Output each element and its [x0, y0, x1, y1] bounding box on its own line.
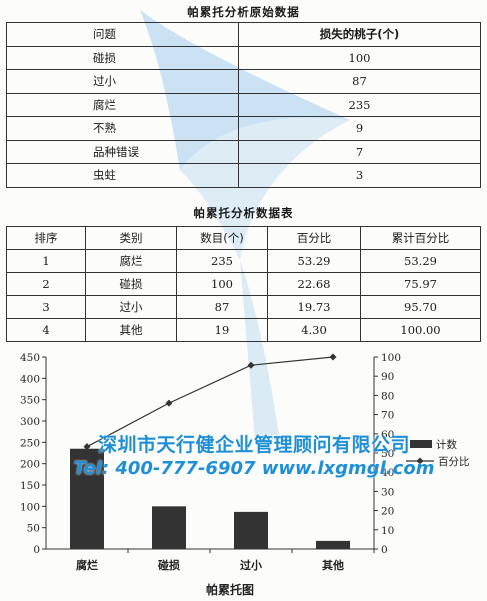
count-cell: 7: [238, 139, 481, 164]
left-tick-label: 150: [20, 480, 40, 492]
watermark-company-name: 深圳市天行健企业管理顾问有限公司: [97, 434, 410, 456]
problem-cell: 不熟: [6, 116, 239, 141]
table-row: 4 其他 19 4.30 100.00: [6, 318, 481, 342]
cumulative-cell: 75.97: [360, 272, 481, 296]
problem-cell: 碰损: [6, 45, 239, 70]
bar-3: [234, 511, 268, 549]
left-tick-label: 300: [20, 416, 40, 428]
percent-cell: 19.73: [267, 295, 361, 319]
header-problem: 问题: [6, 22, 239, 47]
count-cell: 87: [176, 295, 268, 319]
category-cell: 碰损: [85, 272, 177, 296]
watermark-contact: Tel: 400-777-6907 www.lxgmgl.com: [73, 458, 435, 479]
category-label: 其他: [322, 558, 344, 572]
table-row: 不熟 9: [6, 116, 481, 141]
bar-4: [316, 540, 350, 549]
right-tick-label: 70: [381, 410, 394, 422]
problem-cell: 腐烂: [6, 92, 239, 117]
left-tick-label: 100: [20, 501, 40, 513]
left-tick-label: 0: [33, 544, 40, 556]
header-category: 类别: [85, 226, 177, 250]
count-cell: 100: [176, 272, 268, 296]
table-row: 3 过小 87 19.73 95.70: [6, 295, 481, 319]
right-tick-label: 50: [381, 448, 394, 460]
category-cell: 过小: [85, 295, 177, 319]
line-point-2: [165, 399, 173, 407]
left-tick-label: 200: [20, 459, 40, 471]
left-tick-label: 350: [20, 395, 40, 407]
category-label: 碰损: [158, 558, 180, 572]
table-row: 碰损 100: [6, 45, 481, 70]
rank-cell: 1: [6, 249, 86, 273]
table-header-row: 问题 损失的桃子(个): [6, 22, 481, 47]
right-tick-label: 30: [381, 486, 394, 498]
count-cell: 235: [238, 92, 481, 117]
count-cell: 87: [238, 69, 481, 94]
raw-data-title: 帕累托分析原始数据: [187, 5, 300, 19]
pareto-chart: 0 50 100 150 200 250 300 350 400 450 0 10 20 30 40 50 60…: [20, 352, 470, 597]
table-row: 2 碰损 100 22.68 75.97: [6, 272, 481, 296]
chart-title: 帕累托图: [206, 582, 254, 597]
cumulative-percent-line: [86, 356, 334, 448]
percent-cell: 22.68: [267, 272, 361, 296]
table-header-row: 排序 类别 数目(个) 百分比 累计百分比: [6, 226, 481, 250]
left-tick-label: 50: [27, 523, 40, 535]
table-row: 品种错误 7: [6, 139, 481, 164]
legend-bar-swatch: [410, 440, 432, 448]
pareto-table-title: 帕累托分析数据表: [193, 206, 294, 220]
percent-cell: 53.29: [267, 249, 361, 273]
table-row: 虫蛀 3: [6, 163, 481, 188]
header-count: 数目(个): [176, 226, 268, 250]
count-cell: 235: [176, 249, 268, 273]
raw-data-table: 问题 损失的桃子(个) 碰损 100 过小 87 腐烂 235 不熟 9 品种错误 7 虫…: [6, 22, 481, 188]
problem-cell: 品种错误: [6, 139, 239, 164]
cumulative-cell: 95.70: [360, 295, 481, 319]
left-tick-label: 450: [20, 352, 40, 364]
right-tick-label: 10: [381, 525, 394, 537]
bar-1: [70, 448, 104, 549]
rank-cell: 4: [6, 318, 86, 342]
cumulative-cell: 100.00: [360, 318, 481, 342]
left-tick-label: 400: [20, 373, 40, 385]
rank-cell: 2: [6, 272, 86, 296]
header-cumulative-percent: 累计百分比: [360, 226, 481, 250]
cumulative-cell: 53.29: [360, 249, 481, 273]
bar-2: [152, 506, 186, 549]
right-tick-label: 90: [381, 371, 394, 383]
line-point-1: [83, 443, 91, 451]
category-label: 过小: [240, 558, 262, 572]
right-tick-label: 80: [381, 390, 394, 402]
category-cell: 腐烂: [85, 249, 177, 273]
header-percent: 百分比: [267, 226, 361, 250]
rank-cell: 3: [6, 295, 86, 319]
category-label: 腐烂: [76, 558, 98, 572]
count-cell: 9: [238, 116, 481, 141]
problem-cell: 过小: [6, 69, 239, 94]
problem-cell: 虫蛀: [6, 163, 239, 188]
table-row: 腐烂 235: [6, 92, 481, 117]
legend-bar-label: 计数: [436, 438, 457, 451]
right-tick-label: 20: [381, 506, 394, 518]
right-tick-label: 40: [381, 467, 394, 479]
right-tick-label: 0: [381, 544, 388, 556]
pareto-data-table: 排序 类别 数目(个) 百分比 累计百分比 1 腐烂 235 53.29 53.…: [6, 226, 481, 342]
left-tick-label: 250: [20, 437, 40, 449]
count-cell: 19: [176, 318, 268, 342]
table-row: 过小 87: [6, 69, 481, 94]
table-row: 1 腐烂 235 53.29 53.29: [6, 249, 481, 273]
right-tick-label: 60: [381, 429, 394, 441]
count-cell: 100: [238, 45, 481, 70]
count-cell: 3: [238, 163, 481, 188]
header-lost-peaches: 损失的桃子(个): [238, 22, 481, 47]
percent-cell: 4.30: [267, 318, 361, 342]
right-tick-label: 100: [381, 352, 401, 364]
line-point-3: [247, 361, 255, 369]
header-rank: 排序: [6, 226, 86, 250]
legend-line-label: 百分比: [438, 455, 470, 468]
line-point-4: [329, 353, 337, 361]
legend-line-marker: [416, 457, 424, 465]
category-cell: 其他: [85, 318, 177, 342]
